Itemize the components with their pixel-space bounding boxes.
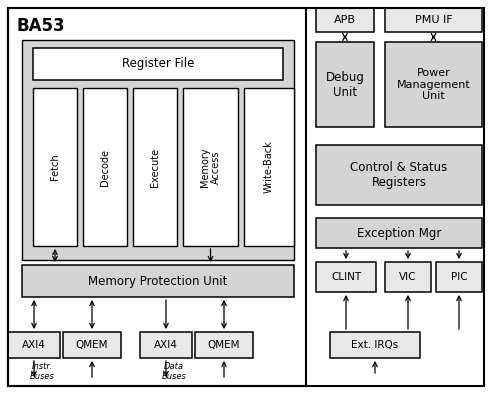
Bar xyxy=(316,218,482,248)
Text: Execute: Execute xyxy=(150,148,160,186)
Text: PIC: PIC xyxy=(451,272,467,282)
Text: Memory
Access: Memory Access xyxy=(200,147,221,187)
Bar xyxy=(385,262,431,292)
Text: Decode: Decode xyxy=(100,148,110,186)
Bar xyxy=(316,42,374,127)
Bar xyxy=(140,332,192,358)
Text: Ext. IRQs: Ext. IRQs xyxy=(352,340,399,350)
Text: Control & Status
Registers: Control & Status Registers xyxy=(351,161,448,189)
Bar xyxy=(22,265,294,297)
Bar xyxy=(385,8,482,32)
Text: AXI4: AXI4 xyxy=(22,340,46,350)
Bar xyxy=(83,88,127,246)
Bar xyxy=(33,48,283,80)
Bar xyxy=(8,332,60,358)
Text: BA53: BA53 xyxy=(16,17,65,35)
Text: QMEM: QMEM xyxy=(76,340,108,350)
Text: APB: APB xyxy=(334,15,356,25)
Text: PMU IF: PMU IF xyxy=(415,15,452,25)
Text: Fetch: Fetch xyxy=(50,154,60,180)
Bar xyxy=(63,332,121,358)
Text: Write-Back: Write-Back xyxy=(264,141,274,193)
Bar xyxy=(33,88,77,246)
Bar xyxy=(436,262,482,292)
Bar xyxy=(195,332,253,358)
Text: Instr.
Buses: Instr. Buses xyxy=(30,362,54,382)
Bar xyxy=(316,8,374,32)
Text: Power
Management
Unit: Power Management Unit xyxy=(397,68,470,101)
Bar xyxy=(316,262,376,292)
Text: Debug
Unit: Debug Unit xyxy=(325,70,364,98)
Bar xyxy=(22,40,294,260)
Text: Data
Buses: Data Buses xyxy=(162,362,186,382)
Bar xyxy=(244,88,294,246)
Text: Memory Protection Unit: Memory Protection Unit xyxy=(88,274,228,288)
Text: Register File: Register File xyxy=(122,58,194,70)
Text: CLINT: CLINT xyxy=(331,272,361,282)
Text: QMEM: QMEM xyxy=(208,340,240,350)
Text: VIC: VIC xyxy=(399,272,417,282)
Bar xyxy=(133,88,177,246)
Bar xyxy=(385,42,482,127)
Bar xyxy=(183,88,238,246)
Bar xyxy=(316,145,482,205)
Bar xyxy=(8,8,306,386)
Text: AXI4: AXI4 xyxy=(154,340,178,350)
Bar xyxy=(330,332,420,358)
Text: Exception Mgr: Exception Mgr xyxy=(357,226,441,240)
